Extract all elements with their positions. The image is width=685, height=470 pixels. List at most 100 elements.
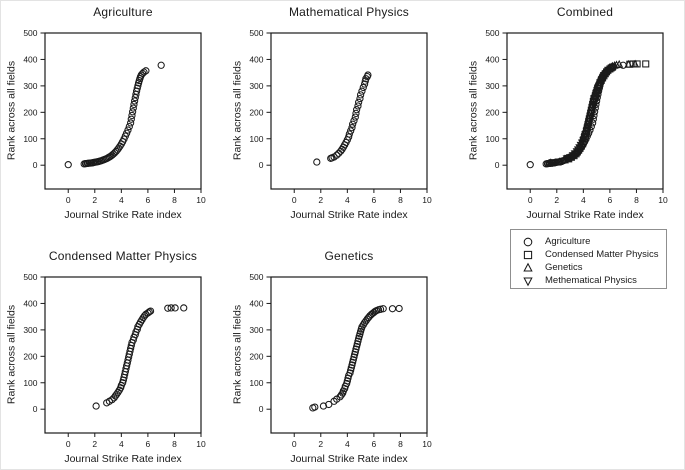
legend-item-label: Genetics xyxy=(545,262,583,273)
svg-text:8: 8 xyxy=(398,195,403,205)
svg-text:300: 300 xyxy=(249,325,263,335)
legend-item: Methematical Physics xyxy=(511,274,666,287)
svg-text:10: 10 xyxy=(422,439,432,449)
svg-text:6: 6 xyxy=(146,195,151,205)
svg-text:200: 200 xyxy=(249,351,263,361)
series-mathematical_physics xyxy=(313,71,372,166)
svg-text:10: 10 xyxy=(196,195,206,205)
square-marker-icon xyxy=(511,249,545,261)
plot-title: Mathematical Physics xyxy=(288,5,410,19)
triangle-up-marker-icon xyxy=(511,262,545,274)
svg-text:2: 2 xyxy=(318,439,323,449)
y-axis-label: Rank across all fields xyxy=(231,304,244,405)
svg-text:10: 10 xyxy=(422,195,432,205)
svg-text:6: 6 xyxy=(372,195,377,205)
legend-box: Agriculture Condensed Matter Physics Genet… xyxy=(510,229,667,289)
x-axis-label: Journal Strike Rate index xyxy=(290,453,408,465)
x-axis-label: Journal Strike Rate index xyxy=(64,209,182,221)
svg-text:6: 6 xyxy=(372,439,377,449)
svg-text:0: 0 xyxy=(66,195,71,205)
plot-title: Combined xyxy=(556,5,614,19)
svg-text:0: 0 xyxy=(528,195,533,205)
subplot-genetics: 0 2 4 6 8 10 0 100 200 300 400 500 Genetics Rank ac… xyxy=(227,247,455,469)
svg-text:4: 4 xyxy=(581,195,586,205)
svg-text:6: 6 xyxy=(608,195,613,205)
svg-text:8: 8 xyxy=(172,195,177,205)
legend-item: Condensed Matter Physics xyxy=(511,248,666,261)
svg-text:500: 500 xyxy=(249,272,263,282)
svg-text:4: 4 xyxy=(119,439,124,449)
legend-item: Genetics xyxy=(511,261,666,274)
svg-text:400: 400 xyxy=(23,54,37,64)
y-axis-label: Rank across all fields xyxy=(467,60,480,161)
svg-text:500: 500 xyxy=(23,272,37,282)
svg-text:400: 400 xyxy=(249,298,263,308)
legend-item-label: Agriculture xyxy=(545,236,591,247)
svg-text:8: 8 xyxy=(172,439,177,449)
series-mathematical_physics xyxy=(548,72,608,167)
svg-text:0: 0 xyxy=(292,195,297,205)
svg-text:500: 500 xyxy=(485,28,499,38)
y-axis-label: Rank across all fields xyxy=(231,60,244,161)
x-axis-label: Journal Strike Rate index xyxy=(526,209,644,221)
svg-text:2: 2 xyxy=(318,195,323,205)
svg-text:0: 0 xyxy=(259,160,264,170)
y-axis-label: Rank across all fields xyxy=(5,304,18,405)
svg-text:400: 400 xyxy=(485,54,499,64)
svg-text:200: 200 xyxy=(23,107,37,117)
series-genetics xyxy=(544,59,640,167)
svg-text:8: 8 xyxy=(634,195,639,205)
subplot-condensed-matter-physics: 0 2 4 6 8 10 0 100 200 300 400 500 Condensed Matter… xyxy=(1,247,229,469)
subplot-mathematical-physics: 0 2 4 6 8 10 0 100 200 300 400 500 Mathematical Phy… xyxy=(227,3,455,229)
subplot-agriculture: 0 2 4 6 8 10 0 100 200 300 400 500 Agriculture Rank… xyxy=(1,3,229,229)
svg-text:4: 4 xyxy=(119,195,124,205)
svg-text:200: 200 xyxy=(249,107,263,117)
svg-text:200: 200 xyxy=(485,107,499,117)
svg-text:100: 100 xyxy=(23,134,37,144)
svg-text:100: 100 xyxy=(23,378,37,388)
series-genetics xyxy=(309,304,403,412)
plot-title: Genetics xyxy=(324,249,374,263)
plot-title: Agriculture xyxy=(93,5,153,19)
series-condensed_matter_physics xyxy=(92,304,188,410)
svg-text:400: 400 xyxy=(249,54,263,64)
subplot-combined: 0 2 4 6 8 10 0 100 200 300 400 500 Combined Rank ac… xyxy=(463,3,684,229)
legend-item-label: Condensed Matter Physics xyxy=(545,249,659,260)
svg-text:4: 4 xyxy=(345,439,350,449)
svg-text:300: 300 xyxy=(249,81,263,91)
svg-text:10: 10 xyxy=(196,439,206,449)
svg-text:100: 100 xyxy=(249,378,263,388)
plot-title: Condensed Matter Physics xyxy=(48,249,198,263)
svg-text:300: 300 xyxy=(485,81,499,91)
svg-text:4: 4 xyxy=(345,195,350,205)
svg-text:400: 400 xyxy=(23,298,37,308)
svg-text:0: 0 xyxy=(259,404,264,414)
svg-text:0: 0 xyxy=(33,404,38,414)
svg-text:6: 6 xyxy=(146,439,151,449)
svg-text:2: 2 xyxy=(554,195,559,205)
svg-text:10: 10 xyxy=(658,195,668,205)
svg-text:100: 100 xyxy=(249,134,263,144)
x-axis-label: Journal Strike Rate index xyxy=(290,209,408,221)
svg-text:0: 0 xyxy=(66,439,71,449)
triangle-down-marker-icon xyxy=(511,275,545,287)
circle-marker-icon xyxy=(511,236,545,248)
legend-item-label: Methematical Physics xyxy=(545,275,637,286)
svg-text:500: 500 xyxy=(249,28,263,38)
svg-text:2: 2 xyxy=(92,195,97,205)
svg-text:0: 0 xyxy=(495,160,500,170)
series-agriculture xyxy=(64,61,165,169)
svg-text:100: 100 xyxy=(485,134,499,144)
svg-text:0: 0 xyxy=(292,439,297,449)
svg-text:300: 300 xyxy=(23,81,37,91)
